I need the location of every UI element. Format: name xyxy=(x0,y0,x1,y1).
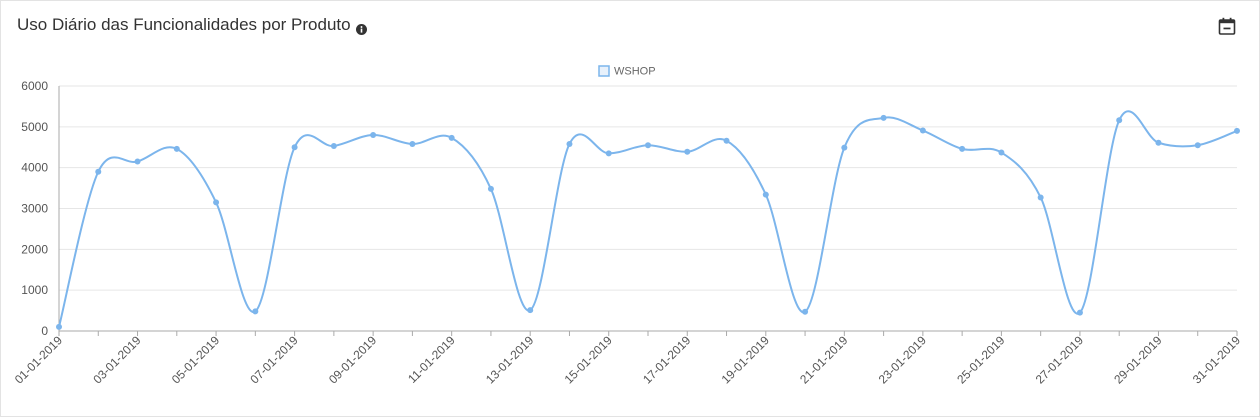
data-point[interactable] xyxy=(330,143,337,150)
data-point[interactable] xyxy=(370,132,377,138)
data-point[interactable] xyxy=(1234,127,1240,134)
info-circle-icon[interactable] xyxy=(355,20,367,35)
data-point[interactable] xyxy=(723,137,730,144)
data-point[interactable] xyxy=(252,308,259,315)
x-tick-label: 07-01-2019 xyxy=(247,333,301,387)
x-tick-label: 21-01-2019 xyxy=(797,333,851,387)
data-point[interactable] xyxy=(213,199,220,206)
data-point[interactable] xyxy=(762,191,769,198)
data-point[interactable] xyxy=(959,145,966,152)
y-tick-label: 5000 xyxy=(21,120,48,134)
data-point[interactable] xyxy=(1037,194,1044,201)
calendar-icon[interactable] xyxy=(1218,17,1236,35)
x-tick-label: 19-01-2019 xyxy=(719,333,773,387)
data-point[interactable] xyxy=(409,140,416,147)
y-axis-labels: 0 1000 2000 3000 4000 5000 6000 xyxy=(21,79,48,338)
legend-swatch[interactable] xyxy=(598,65,610,77)
data-point[interactable] xyxy=(919,127,926,134)
x-tick-label: 13-01-2019 xyxy=(483,333,537,387)
x-tick-label: 17-01-2019 xyxy=(640,333,694,387)
x-tick-label: 29-01-2019 xyxy=(1111,333,1165,387)
data-point[interactable] xyxy=(56,323,62,330)
data-point[interactable] xyxy=(684,148,691,155)
data-point[interactable] xyxy=(1116,117,1123,124)
grid-lines xyxy=(59,85,1237,291)
y-tick-label: 0 xyxy=(41,324,48,338)
x-tick-label: 01-01-2019 xyxy=(12,333,66,387)
y-tick-label: 4000 xyxy=(21,161,48,175)
data-point[interactable] xyxy=(802,308,809,315)
data-point[interactable] xyxy=(173,145,180,152)
legend-label[interactable]: WSHOP xyxy=(614,66,656,78)
y-tick-label: 6000 xyxy=(21,79,48,93)
data-point[interactable] xyxy=(1155,139,1162,146)
data-point[interactable] xyxy=(1076,309,1083,316)
series-points xyxy=(56,114,1240,330)
x-tick-label: 25-01-2019 xyxy=(954,333,1008,387)
chart-title: Uso Diário das Funcionalidades por Produ… xyxy=(17,15,351,34)
x-tick-label: 03-01-2019 xyxy=(90,333,144,387)
data-point[interactable] xyxy=(566,140,573,147)
data-point[interactable] xyxy=(605,150,612,157)
x-tick-label: 11-01-2019 xyxy=(405,333,458,386)
x-tick-label: 15-01-2019 xyxy=(562,333,616,387)
y-tick-label: 3000 xyxy=(21,202,48,216)
axes xyxy=(58,86,1238,336)
data-point[interactable] xyxy=(998,149,1005,156)
data-point[interactable] xyxy=(134,158,141,165)
data-point[interactable] xyxy=(1194,142,1201,149)
data-point[interactable] xyxy=(841,144,848,151)
x-tick-label: 31-01-2019 xyxy=(1190,333,1244,387)
x-tick-label: 27-01-2019 xyxy=(1033,333,1087,387)
data-point[interactable] xyxy=(645,142,651,149)
x-axis-labels: 01-01-2019 03-01-2019 05-01-2019 07-01-2019… xyxy=(12,333,1244,387)
x-tick-label: 23-01-2019 xyxy=(876,333,930,387)
chart-title-row: Uso Diário das Funcionalidades por Produ… xyxy=(17,15,367,35)
data-point[interactable] xyxy=(527,307,534,314)
data-point[interactable] xyxy=(487,185,494,192)
data-point[interactable] xyxy=(448,134,455,141)
y-tick-label: 2000 xyxy=(21,242,48,256)
x-tick-label: 09-01-2019 xyxy=(326,333,380,387)
x-tick-label: 05-01-2019 xyxy=(169,333,223,387)
data-point[interactable] xyxy=(880,114,887,121)
data-point[interactable] xyxy=(95,168,102,175)
y-tick-label: 1000 xyxy=(21,283,48,297)
legend[interactable]: WSHOP xyxy=(598,65,656,78)
data-point[interactable] xyxy=(291,144,298,151)
